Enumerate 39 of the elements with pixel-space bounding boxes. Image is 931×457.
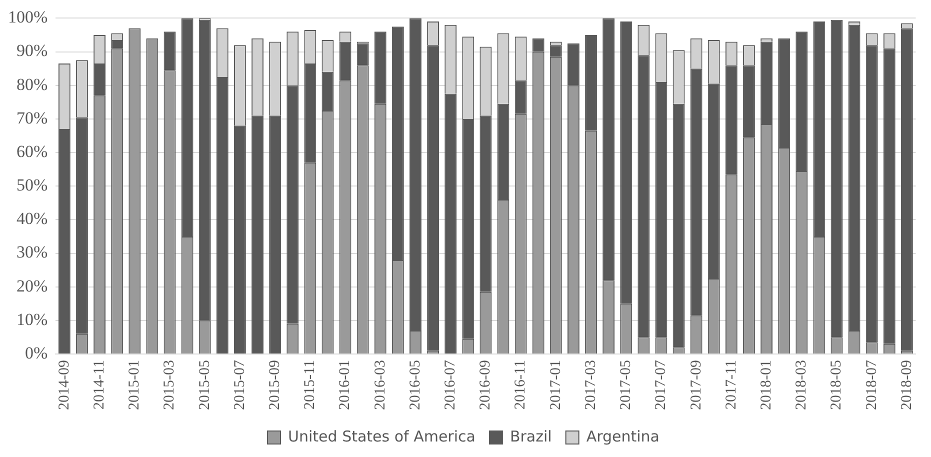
y-tick-label: 60% — [16, 142, 48, 161]
x-tick-label: 2017-05 — [618, 360, 634, 410]
x-tick-label: 2015-03 — [162, 360, 178, 410]
x-tick-label: 2016-01 — [337, 360, 354, 410]
x-tick-label: 2014-09 — [56, 360, 72, 410]
x-tick-label: 2016-03 — [372, 360, 388, 410]
x-tick-label: 2015-05 — [196, 360, 213, 410]
x-tick-label: 2017-03 — [582, 360, 599, 410]
x-tick-label: 2017-01 — [548, 360, 564, 410]
x-tick-label: 2015-09 — [267, 360, 284, 410]
x-tick-label: 2018-05 — [828, 360, 845, 410]
x-tick-label: 2017-11 — [723, 360, 740, 410]
x-tick-label: 2018-07 — [864, 360, 880, 410]
x-tick-label: 2018-09 — [898, 360, 915, 410]
y-tick-label: 20% — [16, 276, 48, 296]
x-tick-label: 2015-07 — [232, 360, 248, 410]
x-tick-label: 2015-01 — [126, 360, 143, 410]
x-tick-label: 2017-09 — [688, 360, 704, 410]
y-tick-label: 70% — [16, 108, 48, 128]
y-tick-label: 90% — [16, 41, 48, 60]
y-tick-label: 50% — [16, 176, 48, 195]
x-tick-label: 2016-09 — [478, 360, 494, 410]
y-tick-label: 10% — [16, 310, 48, 329]
legend-label: Brazil — [510, 427, 552, 446]
x-tick-label: 2014-11 — [91, 360, 108, 410]
y-tick-label: 100% — [8, 8, 48, 27]
legend-label: Argentina — [586, 427, 660, 446]
y-tick-label: 40% — [16, 209, 48, 228]
x-tick-label: 2016-05 — [407, 360, 424, 410]
y-tick-label: 80% — [16, 74, 48, 94]
x-tick-label: 2016-07 — [442, 360, 459, 410]
x-tick-label: 2015-11 — [302, 360, 318, 410]
x-tick-label: 2018-03 — [794, 360, 810, 410]
x-tick-label: 2017-07 — [653, 360, 670, 410]
x-tick-label: 2018-01 — [758, 360, 774, 410]
y-tick-label: 30% — [16, 242, 48, 262]
y-tick-label: 0% — [24, 343, 48, 362]
legend-label: United States of America — [288, 427, 476, 446]
x-tick-label: 2016-11 — [512, 360, 529, 410]
